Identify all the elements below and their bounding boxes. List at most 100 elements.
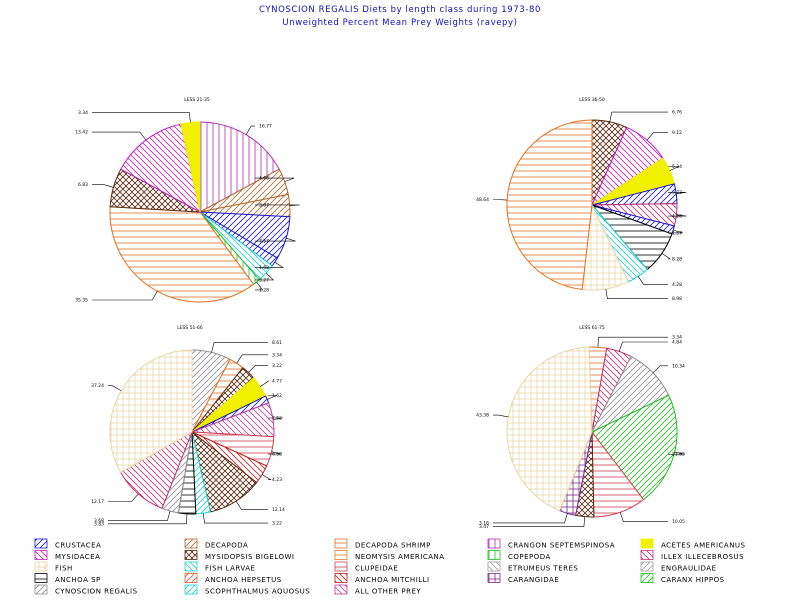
slice-value-label: 8.28	[672, 257, 682, 263]
leader-line	[597, 336, 668, 348]
slice-value-label: 4.77	[272, 379, 282, 385]
pie-slice-fish	[506, 346, 593, 512]
leader-line	[248, 364, 268, 373]
slice-value-label: 10.34	[672, 363, 685, 369]
legend-label-crustacea: CRUSTACEA	[55, 542, 101, 550]
legend-label-mysidacea: MYSIDACEA	[55, 553, 100, 561]
leader-line	[255, 261, 285, 268]
slice-value-label: 3.27	[259, 277, 269, 283]
legend-swatch-cynoscion	[34, 584, 48, 595]
legend-label-copepoda: COPEPODA	[508, 553, 551, 561]
legend-label-neomysis: NEOMYSIS AMERICANA	[355, 553, 445, 561]
slice-value-label: 6.76	[672, 110, 682, 116]
legend-label-etrumeus: ETRUMEUS TERES	[508, 565, 578, 573]
legend-label-decapoda: DECAPODA	[205, 542, 248, 550]
leader-line	[108, 493, 139, 502]
leader-line	[92, 184, 114, 188]
legend-label-scophthalmus: SCOPHTHALMUS AQUOSUS	[205, 588, 310, 596]
leader-line	[668, 214, 687, 217]
leader-line	[668, 192, 687, 194]
leader-line	[668, 451, 685, 455]
slice-value-label: 3.77	[672, 190, 682, 196]
leader-line	[211, 342, 268, 353]
legend-label-fish: FISH	[55, 565, 73, 573]
leader-line	[668, 229, 683, 234]
leader-line	[605, 288, 668, 300]
slice-value-label: 13.42	[75, 130, 88, 136]
leader-line	[493, 199, 508, 201]
slice-value-label: 1.62	[272, 393, 282, 399]
legend-label-all_other: ALL OTHER PREY	[355, 588, 421, 596]
legend-swatch-engraulidae	[640, 561, 654, 572]
legend-label-caranx: CARANX HIPPOS	[661, 576, 725, 584]
legend-swatch-mysidacea	[34, 550, 48, 560]
legend-label-carangidae: CARANGIDAE	[508, 576, 559, 584]
slice-value-label: 3.22	[272, 521, 282, 527]
leader-line	[493, 516, 585, 528]
slice-value-label: 35.35	[75, 297, 88, 303]
slice-value-label: 10.05	[672, 519, 685, 525]
chart-title: CYNOSCION REGALIS Diets by length class …	[259, 5, 541, 15]
leader-line	[268, 451, 282, 455]
legend-swatch-anchoa_mit	[334, 573, 348, 583]
slice-value-label: 37.24	[91, 383, 104, 389]
leader-line	[493, 513, 568, 524]
legend-label-engraulidae: ENGRAULIDAE	[661, 565, 717, 573]
slice-value-label: 7.57	[259, 239, 269, 245]
slice-value-label: 12.17	[91, 499, 104, 505]
leader-line	[261, 474, 272, 481]
legend-label-anchoa_mit: ANCHOA MITCHILLI	[355, 576, 430, 584]
leader-line	[637, 276, 668, 286]
leader-line	[255, 204, 300, 206]
legend-swatch-anchoa_sp	[34, 573, 48, 583]
legend-swatch-neomysis	[334, 550, 348, 560]
legend-swatch-clupeidae	[334, 561, 348, 572]
slice-value-label: 1.57	[672, 230, 682, 236]
legend-swatch-illex	[640, 550, 654, 560]
leader-line	[255, 177, 295, 182]
leader-line	[619, 512, 668, 523]
leader-line	[260, 380, 270, 387]
leader-line	[618, 341, 668, 352]
slice-value-label: 16.77	[259, 124, 272, 130]
legend-swatch-crangon	[487, 538, 501, 549]
legend-label-fish_larvae: FISH LARVAE	[205, 565, 255, 573]
slice-value-label: 4.23	[272, 477, 282, 483]
leader-line	[236, 354, 268, 364]
leader-line	[92, 131, 147, 141]
pie-slice-decapoda_shrimp	[109, 206, 255, 303]
leader-line	[255, 281, 264, 291]
pie-title: LESS 21-35	[184, 97, 210, 103]
legend-swatch-etrumeus	[487, 561, 501, 572]
pie-slice-decapoda_shrimp	[506, 119, 593, 290]
leader-line	[668, 166, 680, 171]
slice-value-label: 9.12	[672, 130, 682, 136]
legend-label-crangon: CRANGON SEPTEMSPINOSA	[508, 542, 615, 550]
slice-value-label: 3.34	[672, 335, 682, 341]
leader-line	[235, 501, 268, 510]
legend: CRUSTACEA DECAPODA DECAPODA SHRIMP CRANGON …	[34, 538, 745, 596]
pie-chart-3: LESS 51-66 8.61 3.34 3.22 4.77 1.62 7.52 6.58 4.…	[91, 325, 285, 527]
leader-line	[652, 365, 668, 374]
chart-subtitle: Unweighted Percent Mean Prey Weights (ra…	[282, 18, 518, 28]
slice-value-label: 4.68	[259, 176, 269, 182]
slice-value-label: 12.14	[272, 507, 285, 513]
slice-value-label: 7.52	[272, 416, 282, 422]
legend-label-anchoa_sp: ANCHOA SP	[55, 576, 101, 584]
slice-value-label: 3.68	[94, 518, 104, 524]
slice-value-label: 3.47	[479, 524, 489, 530]
legend-swatch-caranx	[640, 573, 654, 583]
leader-line	[108, 513, 188, 525]
slice-value-label: 3.34	[78, 110, 88, 116]
leader-line	[255, 272, 275, 281]
legend-swatch-mysidopsis	[184, 550, 198, 560]
legend-label-illex: ILLEX ILLECEBROSUS	[661, 553, 744, 561]
legend-label-anchoa_hep: ANCHOA HEPSETUS	[205, 576, 282, 584]
legend-label-cynoscion: CYNOSCION REGALIS	[55, 588, 138, 596]
leader-line	[202, 513, 268, 524]
slice-value-label: 43.38	[476, 413, 489, 419]
leader-line	[92, 291, 158, 301]
pie-slice-fish	[109, 349, 193, 474]
leader-line	[108, 385, 122, 391]
pie-title: LESS 36-50	[579, 97, 605, 103]
